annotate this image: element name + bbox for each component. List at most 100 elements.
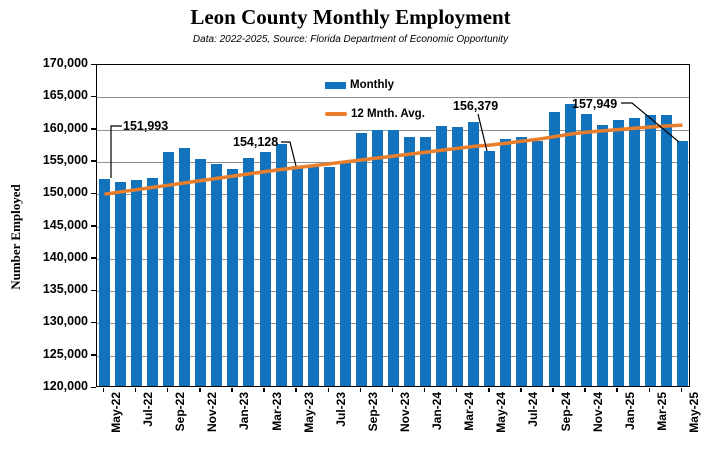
y-tick-label-130000: 130,000 xyxy=(42,314,88,329)
bar-Oct-24 xyxy=(564,104,576,386)
annotation-may-24: 156,379 xyxy=(453,99,499,113)
x-tick-label-Nov-22: Nov-22 xyxy=(205,392,220,433)
y-tick-mark xyxy=(91,160,96,162)
bar-Nov-24 xyxy=(580,114,592,386)
y-tick-label-135000: 135,000 xyxy=(42,282,88,297)
x-tick-label-Mar-25: Mar-25 xyxy=(654,392,669,431)
bar-Feb-23 xyxy=(243,157,255,386)
bar-Jan-25 xyxy=(612,119,624,386)
x-tick-mark xyxy=(455,388,458,392)
x-tick-label-Jul-24: Jul-24 xyxy=(526,392,541,427)
bar-Jan-23 xyxy=(227,168,239,386)
x-tick-label-May-22: May-22 xyxy=(109,392,123,433)
bar-Apr-24 xyxy=(468,122,480,386)
x-tick-mark xyxy=(584,388,586,392)
y-tick-label-120000: 120,000 xyxy=(42,379,88,393)
legend-label-avg: 12 Mnth. Avg. xyxy=(351,108,425,120)
x-tick-label-Mar-24: Mar-24 xyxy=(462,392,477,431)
x-tick-mark xyxy=(552,388,554,392)
annotation-may-23: 154,128 xyxy=(233,135,279,149)
x-tick-label-May-24: May-24 xyxy=(494,392,509,433)
x-tick-label-Mar-23: Mar-23 xyxy=(269,392,284,431)
x-tick-label-Jan-24: Jan-24 xyxy=(430,392,445,431)
x-tick-mark xyxy=(134,388,137,392)
y-tick-label-150000: 150,000 xyxy=(42,185,88,200)
bar-Apr-25 xyxy=(660,115,672,386)
y-tick-label-160000: 160,000 xyxy=(42,120,88,135)
gridline-165000 xyxy=(97,97,689,99)
annotation-may-22: 151,993 xyxy=(123,119,169,133)
x-tick-mark xyxy=(648,388,651,392)
x-tick-mark xyxy=(520,388,522,392)
bar-Oct-23 xyxy=(371,129,383,386)
x-tick-label-Jan-25: Jan-25 xyxy=(622,392,637,431)
bar-Aug-22 xyxy=(147,178,159,386)
x-tick-mark xyxy=(166,388,169,392)
bar-Jun-24 xyxy=(500,138,512,386)
bar-Jul-23 xyxy=(323,167,335,386)
y-tick-label-165000: 165,000 xyxy=(42,88,88,103)
bar-Mar-23 xyxy=(259,151,271,386)
bar-Mar-25 xyxy=(644,114,656,386)
bar-Jun-22 xyxy=(115,181,127,386)
bar-Nov-22 xyxy=(195,159,207,386)
bar-Jan-24 xyxy=(420,137,432,386)
bar-May-24 xyxy=(484,151,496,386)
y-tick-mark xyxy=(91,95,96,98)
x-tick-label-Jan-23: Jan-23 xyxy=(237,392,252,431)
x-tick-mark xyxy=(423,388,426,392)
legend-row-monthly: Monthly xyxy=(325,77,425,93)
y-tick-label-125000: 125,000 xyxy=(42,346,88,361)
bar-Feb-24 xyxy=(436,125,448,386)
y-tick-mark xyxy=(91,354,96,356)
y-tick-mark xyxy=(91,63,96,65)
y-tick-label-145000: 145,000 xyxy=(42,217,88,232)
bar-Jul-24 xyxy=(516,137,528,386)
avg-line-series xyxy=(104,123,683,196)
x-tick-mark xyxy=(359,388,362,392)
x-tick-label-May-23: May-23 xyxy=(301,392,316,433)
x-tick-label-Nov-24: Nov-24 xyxy=(590,392,605,433)
chart-subtitle: Data: 2022-2025, Source: Florida Departm… xyxy=(192,34,509,45)
y-tick-mark xyxy=(91,321,96,324)
x-tick-mark xyxy=(488,388,490,392)
annotation-may-25: 157,949 xyxy=(572,97,618,111)
bar-Dec-23 xyxy=(404,137,416,386)
x-tick-mark xyxy=(231,388,233,392)
bar-May-22 xyxy=(99,179,110,386)
y-tick-mark xyxy=(91,289,96,292)
x-tick-label-Sep-24: Sep-24 xyxy=(558,392,573,432)
bar-Aug-24 xyxy=(532,141,544,386)
bar-Jun-23 xyxy=(307,166,319,386)
y-tick-mark xyxy=(91,257,96,259)
y-tick-mark xyxy=(91,192,96,195)
x-tick-label-Jul-22: Jul-22 xyxy=(141,392,156,427)
bar-Apr-23 xyxy=(275,144,287,386)
bar-Feb-25 xyxy=(628,117,640,386)
bar-May-23 xyxy=(291,165,303,386)
y-tick-label-170000: 170,000 xyxy=(42,56,88,70)
x-tick-mark xyxy=(263,388,265,392)
bar-Nov-23 xyxy=(387,129,399,386)
y-tick-mark xyxy=(91,225,96,227)
bar-Aug-23 xyxy=(339,161,351,386)
avg-series-swatch xyxy=(325,112,347,116)
x-tick-label-Nov-23: Nov-23 xyxy=(397,392,412,433)
x-tick-mark xyxy=(616,388,618,392)
plot-area: Monthly 12 Mnth. Avg. xyxy=(96,64,690,387)
bar-May-25 xyxy=(676,140,688,386)
y-tick-mark xyxy=(91,128,96,130)
x-tick-mark xyxy=(327,388,329,392)
x-tick-mark xyxy=(295,388,297,392)
x-tick-label-May-25: May-25 xyxy=(686,392,701,433)
bar-Dec-22 xyxy=(211,163,223,386)
chart-title: Leon County Monthly Employment xyxy=(190,5,511,29)
bar-Mar-24 xyxy=(452,126,464,386)
legend-row-avg: 12 Mnth. Avg. xyxy=(325,106,425,122)
x-tick-label-Jul-23: Jul-23 xyxy=(333,392,348,427)
x-tick-mark xyxy=(199,388,201,392)
legend-label-monthly: Monthly xyxy=(350,79,395,91)
x-tick-mark xyxy=(391,388,394,392)
y-tick-label-140000: 140,000 xyxy=(42,249,88,264)
